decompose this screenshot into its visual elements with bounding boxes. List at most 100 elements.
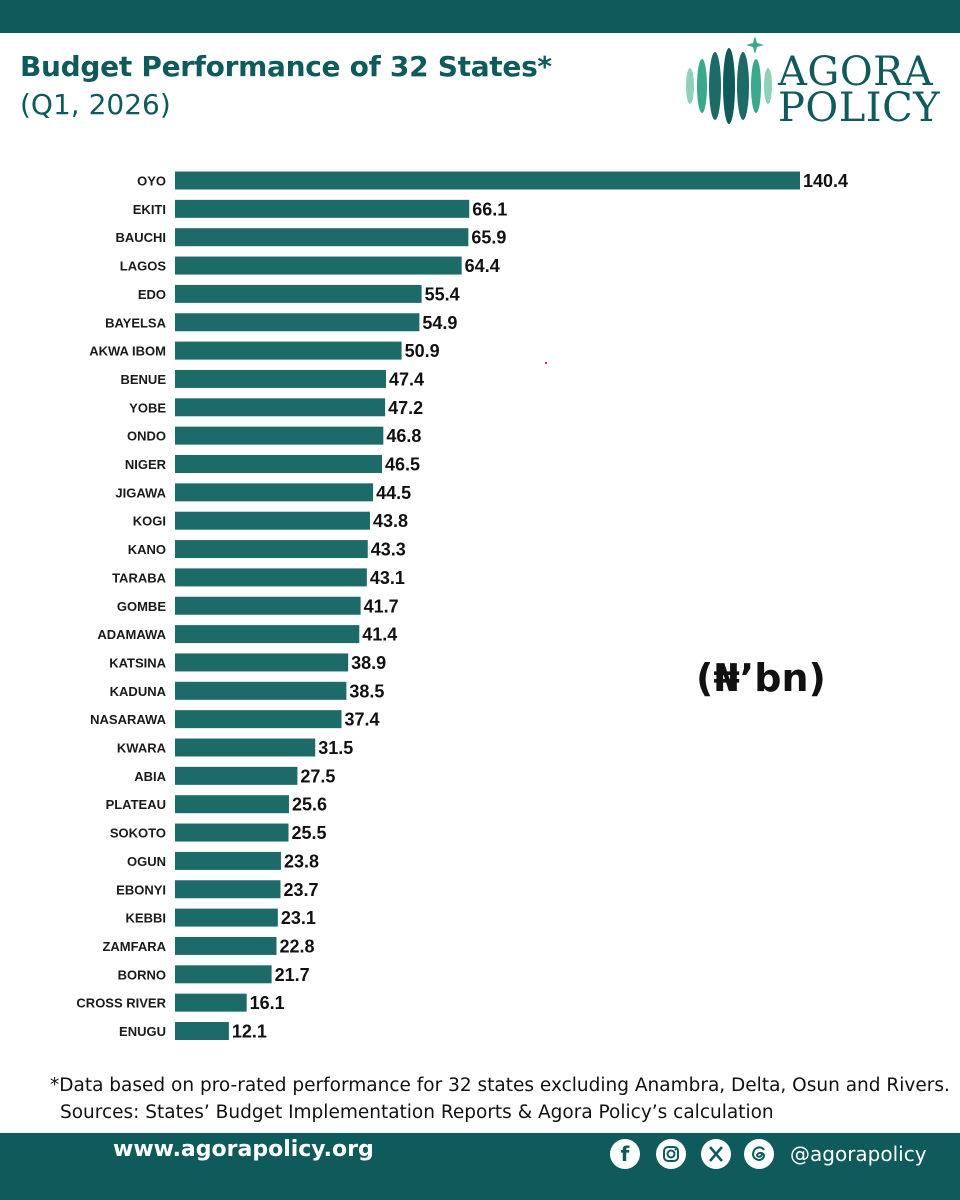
bar	[175, 880, 281, 899]
bar	[175, 284, 422, 303]
value-label: 12.1	[232, 1022, 267, 1042]
category-label: BORNO	[118, 967, 166, 982]
value-label: 25.6	[292, 795, 327, 815]
bar	[175, 455, 382, 473]
value-label: 47.4	[389, 369, 424, 389]
value-label: 65.9	[471, 228, 506, 248]
bar	[175, 908, 278, 927]
category-label: KADUNA	[110, 684, 167, 699]
category-label: KOGI	[133, 514, 166, 529]
value-label: 140.4	[803, 171, 848, 191]
unit-label: (₦’bn)	[696, 656, 826, 700]
website-link[interactable]: www.agorapolicy.org	[113, 1137, 374, 1162]
value-label: 46.5	[385, 455, 420, 475]
bar	[175, 710, 342, 729]
value-label: 23.8	[284, 851, 319, 871]
value-label: 66.1	[472, 199, 507, 219]
svg-text:f: f	[621, 1142, 630, 1166]
bar	[175, 681, 347, 700]
footnote: *Data based on pro-rated performance for…	[50, 1075, 950, 1096]
bar	[175, 965, 272, 984]
category-label: BAYELSA	[105, 315, 167, 330]
category-label: ENUGU	[119, 1024, 166, 1039]
bar	[175, 171, 800, 190]
bar	[175, 596, 361, 615]
value-label: 43.8	[373, 511, 408, 531]
stray-mark	[545, 362, 547, 364]
instagram-icon[interactable]	[656, 1139, 686, 1169]
bar	[175, 625, 360, 644]
value-label: 43.3	[371, 540, 406, 560]
value-label: 21.7	[275, 965, 310, 985]
logo-text-policy: POLICY	[778, 85, 941, 131]
value-label: 54.9	[422, 313, 457, 333]
category-label: EBONYI	[116, 882, 166, 897]
value-label: 46.8	[386, 426, 421, 446]
category-label: ONDO	[127, 429, 166, 444]
category-label: JIGAWA	[115, 485, 166, 500]
bar	[175, 653, 349, 672]
value-label: 22.8	[279, 936, 314, 956]
value-label: 50.9	[405, 341, 440, 361]
facebook-icon[interactable]: f	[610, 1139, 640, 1169]
bar	[175, 228, 469, 247]
value-label: 23.1	[281, 908, 316, 928]
bar	[175, 313, 420, 332]
bar	[175, 936, 277, 955]
category-label: NIGER	[125, 457, 167, 472]
category-label: ZAMFARA	[102, 939, 166, 954]
bar	[175, 1022, 229, 1040]
value-label: 38.9	[351, 653, 386, 673]
threads-icon[interactable]	[744, 1139, 774, 1169]
value-label: 41.4	[362, 625, 397, 645]
category-label: CROSS RIVER	[76, 996, 166, 1011]
category-label: KATSINA	[109, 655, 166, 670]
category-label: OGUN	[127, 854, 166, 869]
bar	[175, 483, 374, 502]
bar	[175, 341, 402, 360]
category-label: BENUE	[120, 372, 166, 387]
category-label: EKITI	[133, 202, 166, 217]
bar	[175, 426, 384, 445]
value-label: 43.1	[370, 568, 405, 588]
category-label: KWARA	[117, 741, 167, 756]
category-label: PLATEAU	[106, 797, 166, 812]
category-label: LAGOS	[120, 259, 167, 274]
bar	[175, 256, 462, 275]
category-label: TARABA	[112, 570, 167, 585]
value-label: 55.4	[425, 284, 460, 304]
bottom-bar	[0, 1133, 960, 1200]
value-label: 25.5	[292, 823, 327, 843]
bar	[175, 823, 289, 842]
bar	[175, 568, 367, 587]
category-label: SOKOTO	[110, 826, 166, 841]
bar	[175, 993, 247, 1012]
chart-title: Budget Performance of 32 States*	[20, 50, 552, 83]
bar	[175, 738, 316, 757]
bar	[175, 369, 387, 388]
category-label: ABIA	[134, 769, 166, 784]
agora-policy-logo: AGORA POLICY	[680, 34, 950, 130]
value-label: 37.4	[344, 710, 379, 730]
value-label: 31.5	[318, 738, 353, 758]
value-label: 27.5	[300, 766, 335, 786]
category-label: KANO	[128, 542, 166, 557]
top-bar	[0, 0, 960, 33]
bar	[175, 199, 470, 218]
value-label: 23.7	[284, 880, 319, 900]
bar-chart: OYO 140.4 EKITI 66.1 BAUCHI 65.9 LAGOS 64.4 EDO 5…	[76, 171, 848, 1042]
value-label: 38.5	[349, 681, 384, 701]
social-handle[interactable]: @agorapolicy	[790, 1142, 927, 1166]
sources-note: Sources: States’ Budget Implementation R…	[60, 1102, 774, 1123]
category-label: OYO	[137, 174, 166, 189]
bar	[175, 795, 289, 814]
category-label: ADAMAWA	[97, 627, 166, 642]
logo-mark-icon	[686, 36, 772, 124]
value-label: 47.2	[388, 398, 423, 418]
x-icon[interactable]	[701, 1139, 731, 1169]
category-label: AKWA IBOM	[89, 344, 166, 359]
bar	[175, 851, 281, 870]
category-label: NASARAWA	[90, 712, 166, 727]
category-label: KEBBI	[126, 911, 166, 926]
value-label: 64.4	[465, 256, 500, 276]
